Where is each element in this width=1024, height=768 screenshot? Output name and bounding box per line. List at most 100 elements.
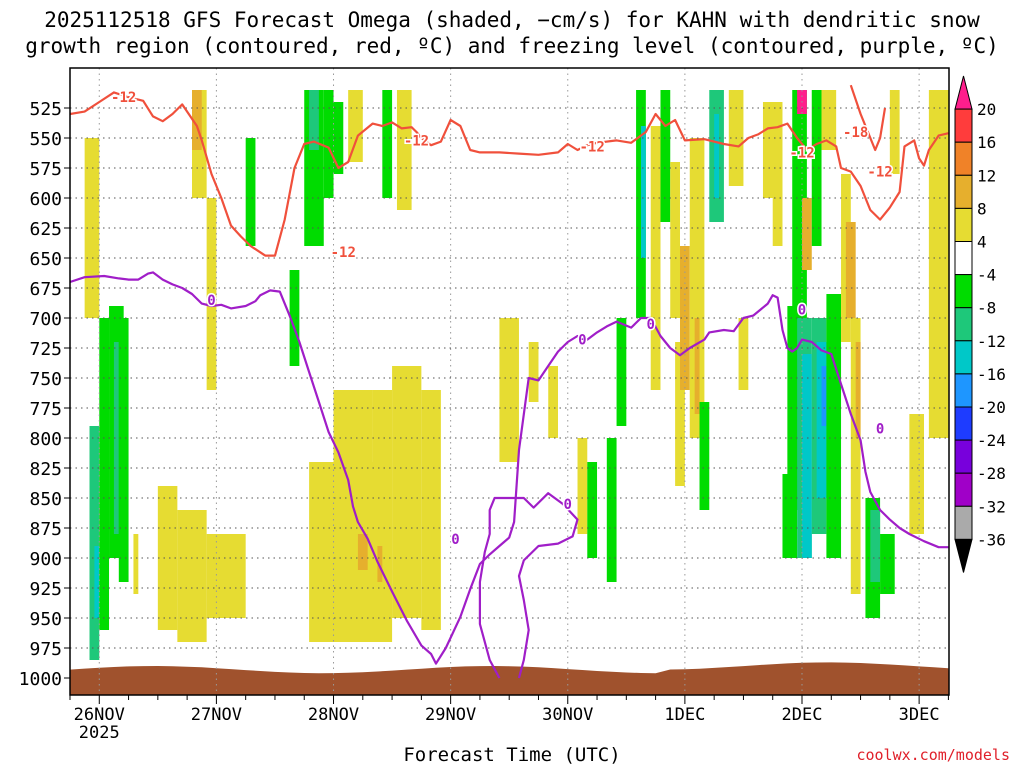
omega-cell: [548, 366, 558, 438]
omega-cell: [382, 90, 393, 198]
omega-cell: [118, 318, 129, 582]
contour-label: 0: [451, 532, 459, 548]
omega-cell: [177, 510, 207, 642]
omega-cell: [421, 390, 441, 630]
colorbar-label: -20: [977, 398, 1006, 417]
contour-label: -12: [867, 165, 892, 181]
y-tick-label: 775: [29, 399, 62, 420]
colorbar-label: 4: [977, 233, 987, 252]
y-tick-label: 625: [29, 219, 62, 240]
axis-layer: 525 550 575 600 625 650 675 700 725 750 775 800 825 8…: [19, 99, 949, 743]
y-tick-label: 875: [29, 519, 62, 540]
omega-cell: [699, 402, 710, 510]
colorbar-swatch: [954, 174, 973, 209]
y-tick-label: 575: [29, 159, 62, 180]
colorbar-label: -8: [977, 299, 996, 318]
ground-surface-layer: [70, 662, 949, 695]
omega-cell: [333, 390, 373, 558]
contour-line: [70, 271, 949, 665]
contour-label: -12: [789, 145, 814, 161]
omega-cell: [377, 546, 383, 582]
y-tick-label: 750: [29, 369, 62, 390]
x-tick-label: 3DEC: [899, 705, 940, 725]
y-tick-label: 725: [29, 339, 62, 360]
colorbar-cap-bottom: [954, 538, 973, 573]
x-tick-label: 29NOV: [425, 705, 476, 725]
colorbar-swatch: [954, 307, 973, 342]
x-tick-label: 26NOV: [74, 705, 125, 725]
colorbar-swatch: [954, 141, 973, 176]
omega-cell: [396, 90, 412, 210]
y-tick-label: 1000: [19, 669, 62, 690]
x-tick-label: 30NOV: [542, 705, 593, 725]
omega-cell: [714, 114, 720, 198]
omega-cell: [850, 318, 861, 594]
colorbar-swatch: [954, 108, 973, 143]
colorbar-label: 16: [977, 133, 996, 152]
omega-cell: [650, 126, 661, 390]
omega-cell: [499, 318, 519, 462]
credit-link[interactable]: coolwx.com/models: [856, 746, 1010, 764]
colorbar-swatch: [954, 340, 973, 375]
omega-cell: [245, 138, 256, 246]
contour-label: 0: [876, 421, 884, 437]
omega-cell: [113, 342, 119, 534]
y-tick-label: 650: [29, 249, 62, 270]
chart-subtitle: growth region (contoured, red, ºC) and f…: [25, 34, 999, 58]
y-tick-label: 675: [29, 279, 62, 300]
omega-cell: [670, 162, 680, 318]
omega-cell: [802, 198, 812, 270]
colorbar-label: -16: [977, 365, 1006, 384]
x-tick-label: 28NOV: [308, 705, 359, 725]
y-tick-label: 525: [29, 99, 62, 120]
contour-layer: [70, 84, 949, 679]
omega-cell: [616, 318, 627, 426]
omega-cell: [157, 486, 178, 630]
x-tick-label: 1DEC: [664, 705, 705, 725]
y-tick-label: 900: [29, 549, 62, 570]
contour-label: -12: [404, 133, 429, 149]
omega-cell: [577, 438, 588, 534]
grid-layer: [70, 68, 949, 695]
y-tick-label: 600: [29, 189, 62, 210]
omega-cell: [772, 150, 783, 246]
colorbar-cap-top: [954, 75, 973, 110]
contour-label: 0: [564, 497, 572, 513]
colorbar-label: -28: [977, 464, 1006, 483]
y-tick-label: 700: [29, 309, 62, 330]
omega-cell: [392, 366, 422, 618]
omega-cell: [309, 90, 319, 150]
contour-label-layer: -12 -12 -12 -12 -12 -18 -12 0 0 0 0 0 0 0: [110, 89, 895, 550]
colorbar-swatch: [954, 207, 973, 242]
omega-cell: [845, 222, 856, 318]
colorbar-label: -12: [977, 332, 1006, 351]
colorbar: 20 16 12 8 4 -4 -8 -12 -16 -20 -24 -28 -32 -36: [954, 75, 1006, 573]
omega-cell: [660, 90, 671, 222]
omega-cell: [587, 462, 598, 558]
contour-label: -12: [580, 139, 605, 155]
y-tick-label: 950: [29, 609, 62, 630]
omega-cell: [640, 126, 646, 258]
omega-cell: [889, 90, 900, 174]
contour-line: [478, 492, 579, 679]
colorbar-label: -4: [977, 266, 996, 285]
x-tick-sublabel: 2025: [79, 723, 120, 743]
omega-cell: [909, 414, 924, 534]
x-tick-label: 27NOV: [191, 705, 242, 725]
omega-cell: [206, 198, 217, 390]
contour-line: [70, 91, 949, 257]
contour-label: 0: [578, 333, 586, 349]
contour-label: -12: [331, 245, 356, 261]
omega-cell: [606, 438, 617, 582]
omega-cell: [528, 342, 539, 402]
omega-cell: [323, 90, 334, 198]
contour-label: -12: [111, 90, 136, 106]
colorbar-swatch: [954, 505, 973, 540]
colorbar-swatch: [954, 406, 973, 441]
omega-cell: [694, 318, 700, 414]
y-tick-label: 975: [29, 639, 62, 660]
y-tick-label: 550: [29, 129, 62, 150]
omega-cell: [192, 90, 202, 150]
y-tick-label: 825: [29, 459, 62, 480]
